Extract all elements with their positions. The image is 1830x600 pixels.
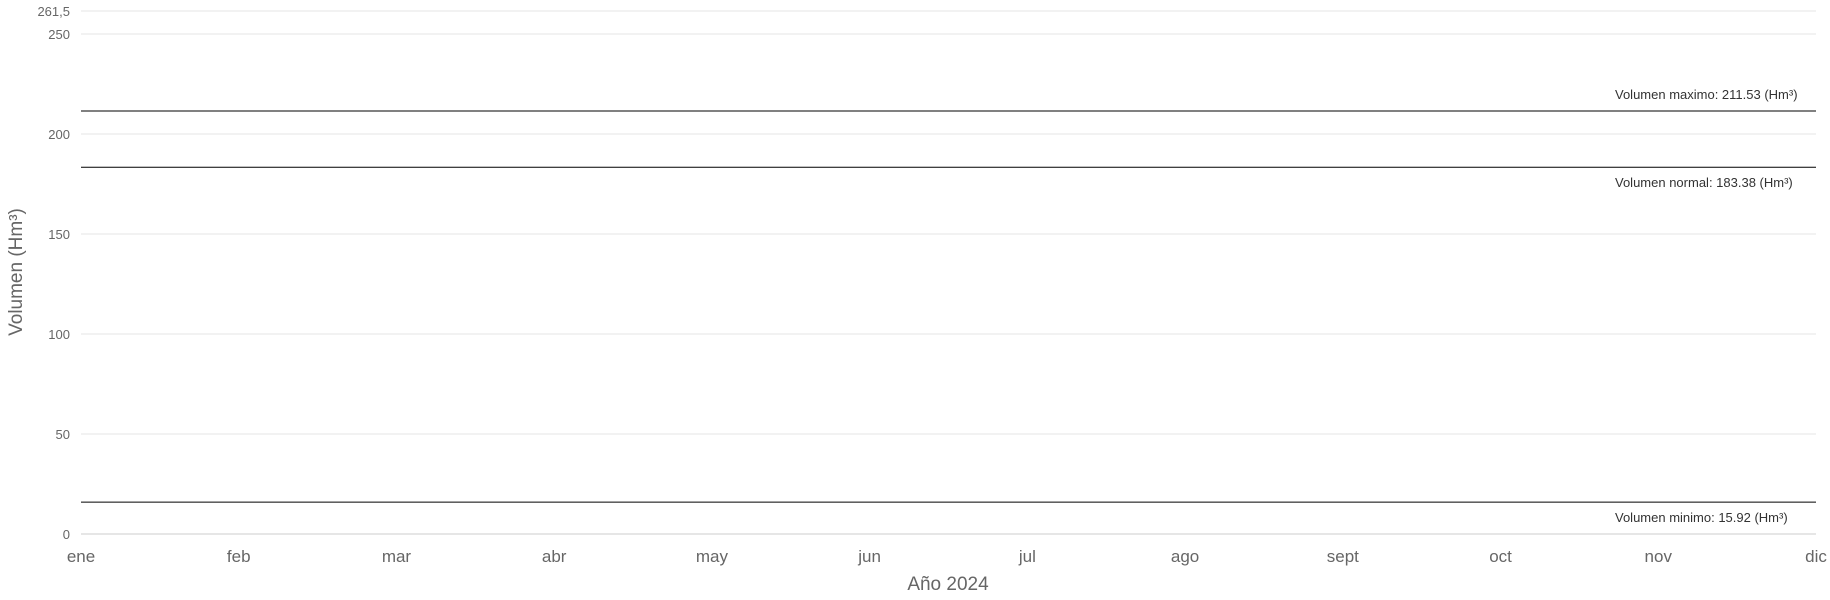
x-tick-label: mar <box>382 547 412 566</box>
reference-line-label: Volumen maximo: 211.53 (Hm³) <box>1615 87 1798 102</box>
x-tick-label: ene <box>67 547 95 566</box>
grid-layer <box>81 10 1816 535</box>
reference-line-label: Volumen normal: 183.38 (Hm³) <box>1615 175 1793 190</box>
x-tick-label: feb <box>227 547 251 566</box>
y-tick-label: 261,5 <box>37 4 70 19</box>
y-tick-label: 150 <box>48 227 70 242</box>
y-tick-label: 0 <box>63 527 70 542</box>
reference-line-label: Volumen minimo: 15.92 (Hm³) <box>1615 510 1788 525</box>
y-tick-label: 100 <box>48 327 70 342</box>
y-tick-label: 200 <box>48 127 70 142</box>
y-axis-title: Volumen (Hm³) <box>6 208 27 336</box>
x-axis-ticks: ene feb mar abr may jun jul ago sept oct nov dic <box>67 547 1828 566</box>
x-tick-label: ago <box>1171 547 1199 566</box>
y-tick-label: 250 <box>48 27 70 42</box>
y-tick-label: 50 <box>56 427 70 442</box>
x-tick-label: oct <box>1489 547 1512 566</box>
y-axis-ticks: 0 50 100 150 200 250 261,5 <box>37 4 70 542</box>
x-axis-title: Año 2024 <box>907 574 989 595</box>
x-tick-label: sept <box>1327 547 1359 566</box>
x-tick-label: jul <box>1018 547 1036 566</box>
x-tick-label: abr <box>542 547 567 566</box>
reference-lines: Volumen maximo: 211.53 (Hm³) Volumen norm… <box>81 87 1816 525</box>
x-tick-label: dic <box>1805 547 1827 566</box>
x-tick-label: nov <box>1645 547 1673 566</box>
x-tick-label: may <box>696 547 729 566</box>
x-tick-label: jun <box>857 547 881 566</box>
